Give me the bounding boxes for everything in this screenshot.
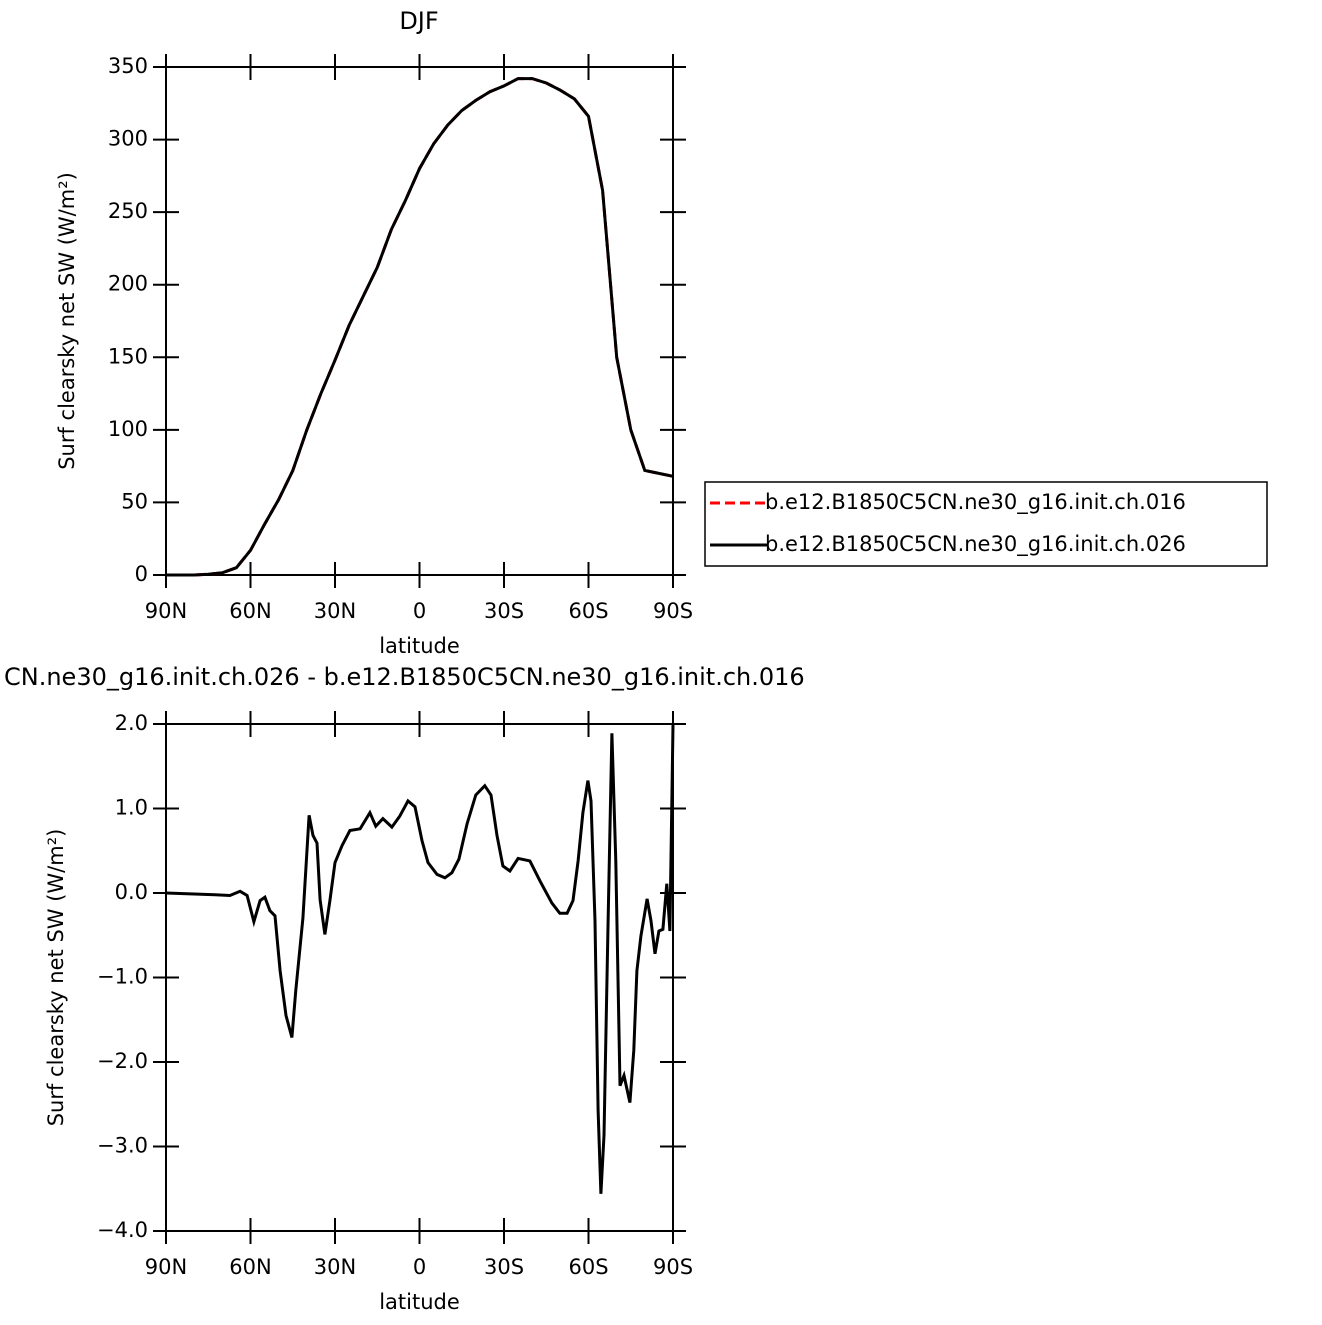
x-tick-label: 30N [314, 599, 356, 623]
x-tick-label: 30N [314, 1255, 356, 1279]
x-tick-label: 90S [653, 1255, 693, 1279]
y-tick-label: 1.0 [115, 796, 148, 820]
x-tick-label: 90N [145, 599, 187, 623]
x-tick-label: 60S [568, 599, 608, 623]
y-tick-label: −1.0 [97, 965, 148, 989]
y-tick-label: 2.0 [115, 711, 148, 735]
y-tick-label: 250 [108, 199, 148, 223]
legend-box [704, 481, 1268, 567]
x-axis-label: latitude [379, 1290, 460, 1314]
x-tick-label: 30S [484, 1255, 524, 1279]
x-tick-label: 90S [653, 599, 693, 623]
y-axis-label: Surf clearsky net SW (W/m²) [55, 172, 79, 470]
y-tick-label: 0.0 [115, 880, 148, 904]
legend-label: b.e12.B1850C5CN.ne30_g16.init.ch.026 [765, 532, 1186, 557]
x-tick-label: 60S [568, 1255, 608, 1279]
y-tick-label: 100 [108, 417, 148, 441]
y-axis-label: Surf clearsky net SW (W/m²) [44, 829, 68, 1127]
y-tick-label: −2.0 [97, 1049, 148, 1073]
chart-title: CN.ne30_g16.init.ch.026 - b.e12.B1850C5C… [4, 663, 805, 691]
x-tick-label: 90N [145, 1255, 187, 1279]
y-tick-label: 50 [121, 489, 148, 513]
x-axis-label: latitude [379, 634, 460, 658]
y-tick-label: 200 [108, 272, 148, 296]
y-tick-label: 0 [135, 562, 148, 586]
y-tick-label: 150 [108, 344, 148, 368]
legend-label: b.e12.B1850C5CN.ne30_g16.init.ch.016 [765, 490, 1186, 515]
x-tick-label: 0 [413, 1255, 426, 1279]
plot-frame [165, 66, 674, 576]
y-tick-label: −4.0 [97, 1218, 148, 1242]
data-line [166, 77, 674, 577]
data-line [165, 724, 675, 1194]
x-tick-label: 0 [413, 599, 426, 623]
x-tick-label: 60N [229, 1255, 271, 1279]
x-tick-label: 30S [484, 599, 524, 623]
x-tick-label: 60N [229, 599, 271, 623]
y-tick-label: −3.0 [97, 1134, 148, 1158]
y-tick-label: 350 [108, 54, 148, 78]
y-tick-label: 300 [108, 127, 148, 151]
chart-title: DJF [399, 7, 438, 35]
